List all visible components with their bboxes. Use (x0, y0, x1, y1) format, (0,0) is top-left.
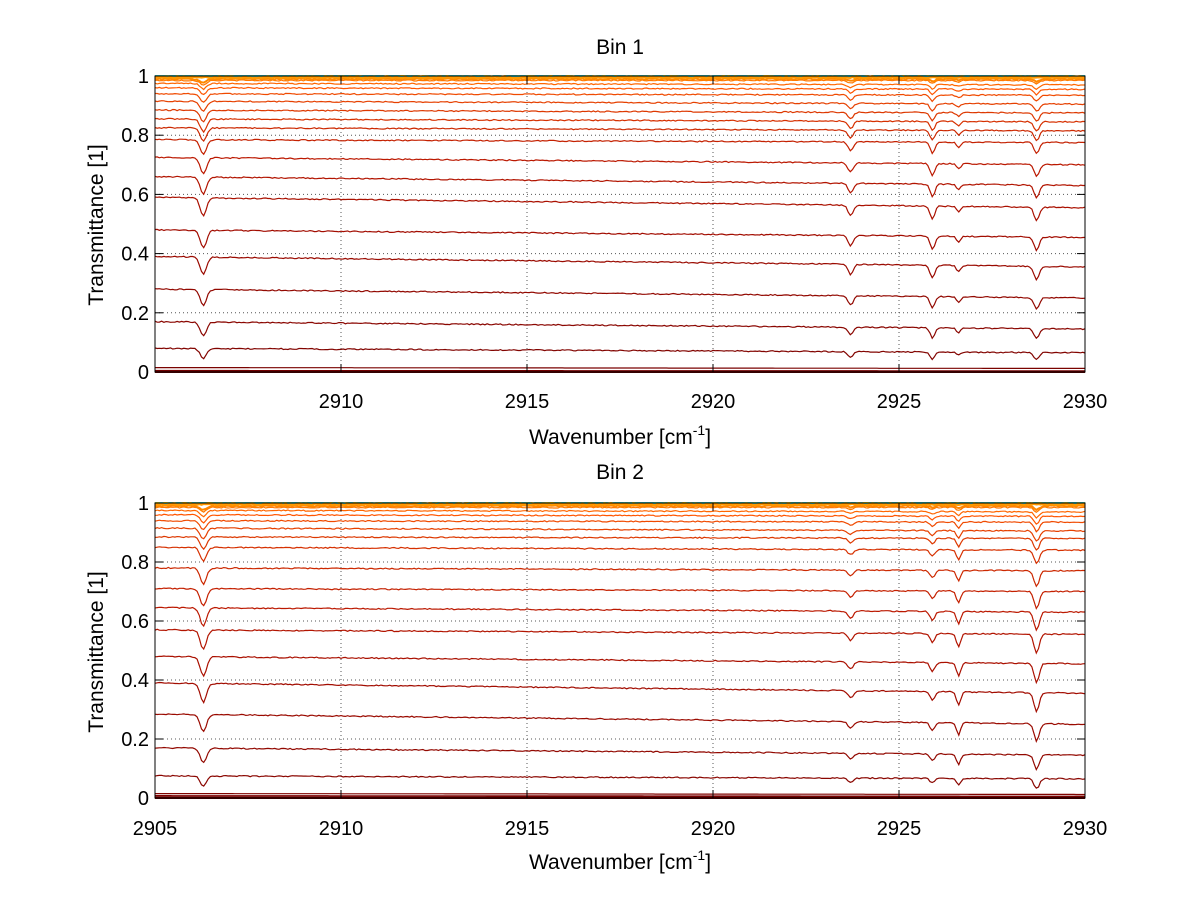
series-line (154, 535, 1086, 551)
x-tick-label: 2915 (505, 818, 550, 840)
series-line (154, 509, 1086, 519)
series-line (154, 347, 1086, 361)
axes-frame (154, 502, 1086, 799)
series-line (155, 92, 1086, 103)
series-line (154, 519, 1086, 533)
series-line (155, 367, 1085, 369)
series-line (154, 117, 1086, 134)
axes-background (155, 503, 1085, 798)
series-line (154, 108, 1086, 123)
x-axis-title: Wavenumber [cm-1] (529, 847, 711, 874)
series-line (154, 75, 1086, 80)
series-line (154, 628, 1086, 655)
series-line (154, 746, 1086, 772)
x-tick-label: 2910 (319, 818, 364, 840)
panel-title: Bin 1 (596, 36, 644, 59)
series-line (155, 795, 1085, 797)
series-line (154, 546, 1086, 565)
x-tick-label: 2925 (877, 391, 922, 413)
series-line (155, 504, 1086, 512)
series-line (155, 793, 1085, 796)
y-tick-label: 0 (138, 788, 149, 810)
series-line (154, 288, 1086, 310)
series-line (154, 566, 1086, 588)
series-line (154, 587, 1086, 610)
y-tick-label: 1 (138, 66, 149, 88)
series-line (154, 255, 1086, 282)
y-tick-label: 0.2 (121, 303, 149, 325)
series-line (154, 175, 1085, 199)
series-line (154, 774, 1086, 789)
plot-area: 2905 2910 2915 2920 2925 2930 0 0.2 0.4 0.6 0.8 1 (121, 493, 1107, 840)
plot-area: 2910 2915 2920 2925 2930 0 0.2 0.4 0.6 0.8 1 (121, 66, 1107, 413)
x-tick-label: 2925 (877, 818, 922, 840)
series-line (154, 82, 1085, 91)
x-tick-label: 2920 (691, 818, 736, 840)
series-line (154, 138, 1086, 156)
y-tick-label: 1 (138, 493, 149, 515)
series-line (154, 156, 1086, 178)
series-line (154, 681, 1086, 714)
x-tick-label: 2910 (319, 391, 364, 413)
series-line (154, 320, 1086, 340)
y-tick-label: 0.4 (121, 670, 149, 692)
series-line (154, 196, 1086, 222)
series-line (154, 228, 1086, 252)
panel-title: Bin 2 (596, 461, 644, 484)
axes-frame (154, 75, 1086, 373)
series-line (154, 77, 1086, 84)
y-tick-label: 0.4 (121, 244, 149, 266)
series-line (154, 100, 1086, 113)
y-tick-label: 0 (138, 362, 149, 384)
x-tick-label: 2920 (691, 391, 736, 413)
y-tick-label: 0.8 (121, 125, 149, 147)
y-tick-label: 0.6 (121, 184, 149, 206)
x-tick-label: 2930 (1063, 391, 1108, 413)
panel-bin-1: Bin 1 2910 2915 2920 2925 2930 0 0.2 0.4 0.6 0.8 1… (85, 36, 1107, 449)
series-line (154, 502, 1086, 507)
series-line (155, 513, 1086, 525)
series-line (154, 713, 1086, 743)
y-tick-label: 0.2 (121, 729, 149, 751)
x-tick-label: 2905 (133, 818, 178, 840)
panel-bin-2: Bin 2 2905 2910 2915 2920 2925 2930 0 0.2 0.4 0.6… (85, 461, 1107, 874)
series-line (154, 655, 1086, 685)
series-line (154, 526, 1086, 542)
series-line (154, 126, 1086, 142)
x-tick-label: 2915 (505, 391, 550, 413)
y-tick-label: 0.6 (121, 611, 149, 633)
y-axis-title: Transmittance [1] (85, 144, 108, 305)
y-tick-label: 0.8 (121, 552, 149, 574)
x-tick-label: 2930 (1063, 818, 1108, 840)
series-line (154, 606, 1085, 632)
x-axis-title: Wavenumber [cm-1] (529, 422, 711, 449)
series-line (154, 86, 1086, 96)
y-axis-title: Transmittance [1] (85, 571, 108, 732)
